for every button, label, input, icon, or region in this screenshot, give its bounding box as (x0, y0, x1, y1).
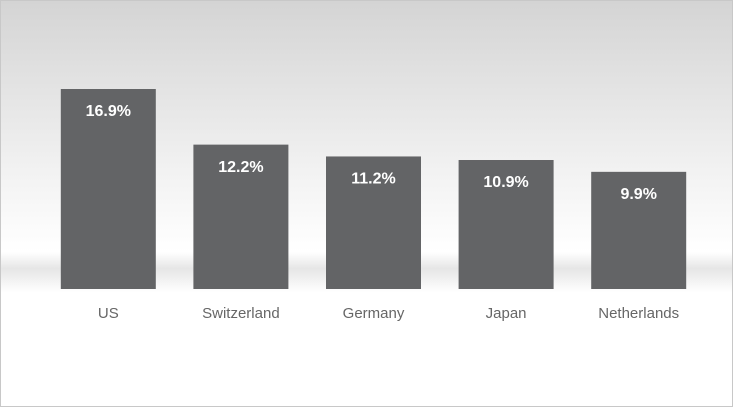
x-tick-label: Germany (343, 305, 405, 322)
x-tick-label: Switzerland (202, 305, 280, 322)
value-label: 16.9% (86, 103, 131, 120)
x-tick-label: Japan (486, 305, 527, 322)
bar (591, 171, 687, 289)
value-label: 9.9% (620, 186, 656, 203)
x-tick-label: Netherlands (598, 305, 679, 322)
bar (458, 160, 554, 289)
bar (60, 89, 156, 289)
bar (326, 156, 421, 289)
bar (193, 144, 289, 289)
x-tick-label: US (98, 305, 119, 322)
value-label: 11.2% (351, 171, 395, 188)
value-label: 12.2% (218, 159, 263, 176)
value-label: 10.9% (483, 174, 528, 191)
